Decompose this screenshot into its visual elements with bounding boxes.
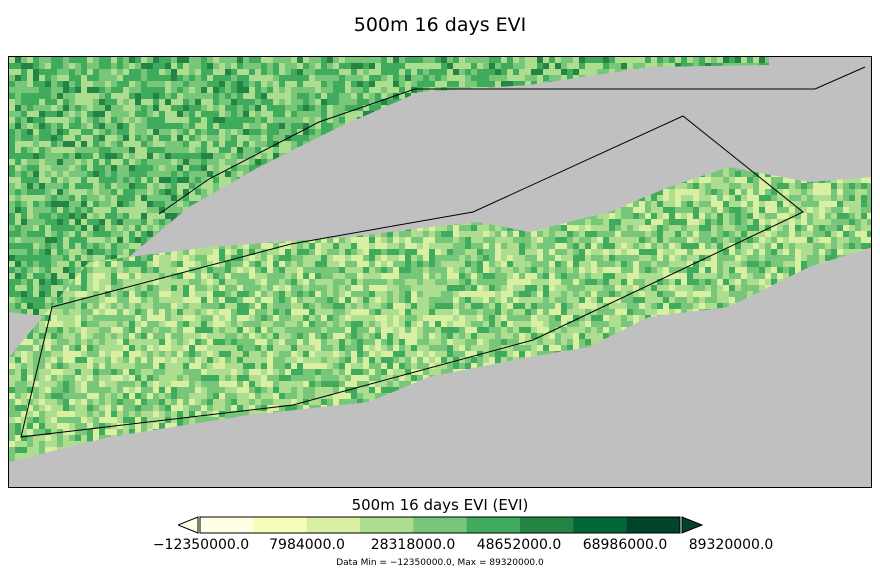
colorbar-tick-5: 89320000.0 bbox=[689, 537, 774, 553]
data-range-label: Data Min = −12350000.0, Max = 89320000.0 bbox=[0, 558, 880, 568]
colorbar-tick-1: 7984000.0 bbox=[269, 537, 345, 553]
colorbar-segment bbox=[520, 517, 574, 533]
colorbar-segment bbox=[573, 517, 628, 533]
colorbar-under-arrow bbox=[178, 516, 199, 534]
colorbar-segment bbox=[626, 517, 681, 533]
colorbar-segment bbox=[413, 517, 468, 533]
region-outline-polygon bbox=[20, 115, 804, 438]
region-outline-north bbox=[158, 66, 866, 215]
colorbar-tick-4: 68986000.0 bbox=[583, 537, 668, 553]
colorbar-over-arrow bbox=[681, 516, 704, 534]
colorbar-tick-2: 28318000.0 bbox=[371, 537, 456, 553]
colorbar-title: 500m 16 days EVI (EVI) bbox=[0, 496, 880, 514]
colorbar-segment bbox=[466, 517, 521, 533]
colorbar bbox=[178, 516, 704, 534]
colorbar-tick-0: −12350000.0 bbox=[153, 537, 249, 553]
colorbar-segment bbox=[253, 517, 308, 533]
map-title: 500m 16 days EVI bbox=[0, 14, 880, 36]
evi-map bbox=[9, 57, 871, 487]
colorbar-segment bbox=[306, 517, 361, 533]
colorbar-segments bbox=[199, 516, 681, 534]
colorbar-tick-3: 48652000.0 bbox=[477, 537, 562, 553]
colorbar-segment bbox=[200, 517, 254, 533]
colorbar-frame bbox=[199, 516, 681, 534]
map-panel bbox=[8, 56, 872, 488]
colorbar-segment bbox=[360, 517, 414, 533]
